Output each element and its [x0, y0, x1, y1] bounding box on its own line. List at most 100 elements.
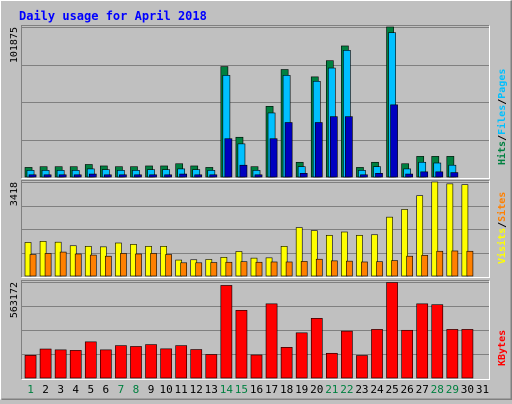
bar-kbytes-day-21: [325, 352, 338, 379]
x-axis-label-day: 11: [175, 383, 188, 396]
bar-visits-day-30: [461, 184, 469, 277]
x-axis-label-day: 23: [355, 383, 368, 396]
bar-pages-day-19: [299, 173, 308, 178]
panel-border-shadow: [21, 25, 490, 179]
x-axis-label-day: 14: [220, 383, 234, 396]
bar-sites-day-30: [466, 250, 474, 277]
x-axis-label-day: 10: [159, 383, 172, 396]
bar-visits-day-24: [371, 234, 378, 277]
x-axis-label-day: 31: [476, 383, 489, 396]
bar-pages-day-6: [104, 174, 112, 178]
bar-kbytes-day-1: [24, 355, 37, 379]
bar-visits-day-19: [295, 227, 303, 277]
panel-kbytes: 563172 KBytes: [9, 280, 508, 380]
bar-sites-day-11: [180, 262, 188, 277]
bar-kbytes-day-5: [84, 341, 97, 379]
bar-kbytes-day-28: [431, 304, 444, 379]
bar-pages-day-23: [360, 174, 368, 178]
x-axis-label-day: 17: [265, 383, 278, 396]
bar-sites-day-14: [225, 261, 233, 277]
bar-sites-day-29: [451, 250, 459, 277]
bar-pages-day-2: [43, 174, 52, 178]
panel-border-shadow: [21, 280, 490, 380]
bar-pages-day-26: [405, 173, 413, 178]
bar-sites-day-23: [361, 261, 368, 277]
bar-sites-day-27: [421, 255, 429, 277]
bar-visits-day-25: [386, 216, 393, 277]
x-axis-label-day: 2: [42, 383, 49, 396]
bar-pages-day-7: [119, 174, 127, 178]
bar-pages-day-11: [179, 173, 188, 178]
legend-visits_sites: Visits/Sites: [496, 192, 508, 264]
x-axis-label-day: 22: [340, 383, 353, 396]
legend-entry: Files: [496, 105, 508, 135]
bar-pages-day-16: [254, 174, 263, 178]
x-axis-label-day: 3: [57, 383, 64, 396]
bar-kbytes-day-25: [386, 282, 398, 379]
bar-kbytes-day-15: [235, 310, 248, 379]
bar-sites-day-5: [89, 254, 97, 277]
bar-pages-day-21: [329, 116, 338, 178]
bar-sites-day-26: [406, 255, 413, 277]
bar-kbytes-day-30: [461, 329, 474, 379]
bar-sites-day-17: [270, 261, 278, 277]
x-axis-label-day: 16: [250, 383, 263, 396]
x-axis-label-day: 13: [205, 383, 218, 396]
x-axis-label-day: 19: [295, 383, 308, 396]
x-axis-label-day: 12: [190, 383, 203, 396]
bar-kbytes-day-17: [265, 303, 278, 379]
bar-pages-day-3: [58, 174, 67, 178]
legend-entry: Visits: [496, 228, 508, 264]
bar-pages-day-10: [164, 174, 172, 178]
x-axis-label-day: 26: [401, 383, 414, 396]
x-axis-label-day: 6: [103, 383, 110, 396]
bar-kbytes-day-13: [205, 354, 218, 379]
bar-pages-day-27: [420, 171, 429, 178]
bar-sites-day-19: [300, 261, 308, 277]
bar-kbytes-day-4: [69, 350, 82, 379]
bar-kbytes-day-14: [220, 285, 233, 379]
y-axis-max-label: 3418: [9, 182, 20, 206]
bar-pages-day-14: [224, 138, 233, 178]
y-axis-max-label: 101875: [9, 27, 20, 63]
x-axis-label-day: 5: [87, 383, 94, 396]
bar-sites-day-13: [210, 262, 218, 277]
bar-sites-day-20: [315, 258, 323, 277]
bar-pages-day-24: [375, 173, 383, 178]
bar-sites-day-25: [391, 260, 398, 277]
bar-kbytes-day-11: [175, 345, 188, 379]
bar-visits-day-26: [401, 209, 408, 277]
bar-kbytes-day-7: [115, 345, 127, 379]
x-axis-label-day: 9: [148, 383, 155, 396]
x-axis-label-day: 4: [72, 383, 79, 396]
bar-sites-day-15: [240, 261, 248, 277]
bar-kbytes-day-8: [130, 346, 142, 379]
x-axis-label-day: 8: [133, 383, 140, 396]
bar-sites-day-10: [165, 254, 172, 277]
x-axis-label-day: 7: [118, 383, 125, 396]
bar-sites-day-6: [105, 255, 112, 277]
bar-pages-day-12: [194, 174, 203, 178]
bar-kbytes-day-27: [416, 303, 429, 379]
x-axis-label-day: 24: [370, 383, 384, 396]
bar-kbytes-day-12: [190, 349, 203, 379]
legend-entry: /: [497, 135, 508, 141]
bar-visits-day-21: [325, 234, 333, 277]
bar-visits-day-20: [310, 230, 318, 277]
legend-entry: /: [497, 222, 508, 228]
bar-sites-day-21: [330, 260, 338, 277]
bar-kbytes-day-6: [100, 349, 112, 379]
bar-pages-day-1: [28, 174, 37, 178]
bar-visits-day-28: [431, 181, 439, 277]
bar-kbytes-day-20: [310, 318, 323, 379]
panel-visits_sites: 3418 Visits/Sites: [9, 180, 508, 278]
bar-kbytes-day-23: [356, 355, 368, 379]
bar-sites-day-2: [44, 253, 52, 277]
bar-kbytes-day-22: [341, 330, 353, 379]
legend-hits_files_pages: Hits/Files/Pages: [496, 69, 508, 165]
bar-pages-day-29: [450, 172, 459, 178]
bar-visits-day-18: [280, 245, 288, 277]
bar-sites-day-16: [255, 261, 263, 277]
bar-kbytes-day-24: [371, 329, 383, 379]
